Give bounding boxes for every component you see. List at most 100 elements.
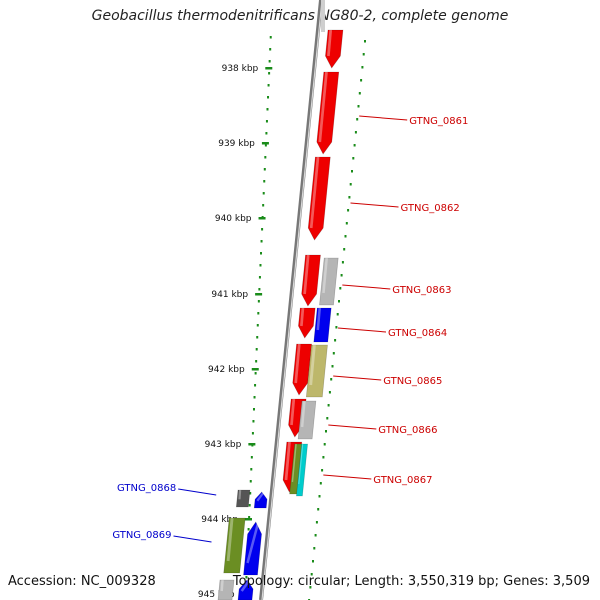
leader-line xyxy=(178,488,217,496)
ruler-tick-label: 944 kbp xyxy=(201,515,238,525)
ruler-dot xyxy=(260,240,263,243)
feature-olive-1 xyxy=(305,344,328,398)
leader-line xyxy=(359,115,408,121)
cds-reverse-2-body xyxy=(243,521,262,576)
cds-forward-4-gloss xyxy=(303,254,310,295)
gene-label-text: GTNG_0867 xyxy=(373,475,432,486)
feature-dark-1-body xyxy=(235,489,251,508)
gene-label-gtng-0863: GTNG_0863 xyxy=(342,284,451,296)
cds-forward-5 xyxy=(298,307,316,339)
ruler-dot xyxy=(248,516,251,519)
cds-reverse-1-gloss xyxy=(256,491,265,502)
cds-forward-6 xyxy=(292,343,312,396)
backbone-highlight xyxy=(261,0,323,600)
backbone-top-segment xyxy=(321,0,325,32)
cds-forward-8-gloss xyxy=(284,441,291,481)
feature-blue-1-body xyxy=(313,307,332,343)
ruler-dot xyxy=(247,528,250,531)
ruler-dot xyxy=(269,48,272,51)
ruler-dot xyxy=(265,120,268,123)
cds-reverse-1-body xyxy=(253,491,268,509)
feature-green-1-gloss xyxy=(291,443,297,483)
ruler-tick-label: 945 kbp xyxy=(198,590,235,600)
feature-grey-2-gloss xyxy=(300,400,306,428)
ruler-dot xyxy=(261,228,264,231)
ruler-dot xyxy=(250,468,253,471)
ruler-dot xyxy=(251,432,254,435)
ruler-dot xyxy=(268,60,271,63)
outer-ring-dot xyxy=(352,157,355,160)
ruler-tick-label: 938 kbp xyxy=(222,64,259,74)
ruler-dot xyxy=(266,108,269,111)
cds-forward-1 xyxy=(325,29,344,69)
feature-grey-3-body xyxy=(217,579,235,600)
outer-ring-dot xyxy=(331,365,334,368)
outer-ring-dot xyxy=(356,118,359,121)
outer-ring-dot xyxy=(347,209,350,212)
feature-blue-1 xyxy=(313,307,332,343)
feature-dark-1-gloss xyxy=(238,489,242,500)
ruler-dot xyxy=(249,492,252,495)
outer-ring-dot xyxy=(325,430,327,433)
ruler-tick-label: 939 kbp xyxy=(218,139,255,149)
ruler-tick xyxy=(244,518,252,521)
cds-forward-1-body xyxy=(325,29,344,69)
ruler-tick-label: 941 kbp xyxy=(211,290,248,300)
ruler-dot xyxy=(254,384,257,387)
ruler-dot xyxy=(258,288,261,291)
outer-ring-dot xyxy=(343,248,346,251)
ruler-dot xyxy=(262,204,265,207)
gene-label-gtng-0865: GTNG_0865 xyxy=(333,375,442,387)
feature-grey-1-gloss xyxy=(322,257,328,294)
cds-forward-2 xyxy=(316,71,340,155)
gene-features xyxy=(217,29,344,600)
feature-olive-1-gloss xyxy=(309,344,316,386)
ruler-dot xyxy=(257,312,260,315)
leader-line xyxy=(328,424,377,430)
outer-ring-dot xyxy=(354,131,357,134)
gene-label-gtng-0867: GTNG_0867 xyxy=(323,474,432,486)
ruler-dot xyxy=(249,480,252,483)
ruler-dot xyxy=(253,396,256,399)
feature-green-2-body xyxy=(223,517,246,574)
ruler-dot xyxy=(264,156,267,159)
ruler-dot xyxy=(248,504,251,507)
ruler-dot xyxy=(267,96,270,99)
feature-olive-1-body xyxy=(305,344,328,398)
ruler-dot xyxy=(260,252,263,255)
gene-label-text: GTNG_0866 xyxy=(378,425,437,436)
cds-forward-3-gloss xyxy=(309,156,320,229)
accession-text: Accession: NC_009328 xyxy=(8,574,156,589)
leader-line xyxy=(337,327,387,333)
gene-label-gtng-0861: GTNG_0861 xyxy=(359,115,468,127)
outer-ring-dot xyxy=(321,469,324,472)
cds-reverse-2-gloss xyxy=(246,521,260,564)
outer-ring-dot xyxy=(314,534,317,537)
outer-ring-dot xyxy=(332,352,335,355)
feature-cyan-1-gloss xyxy=(298,443,304,485)
ruler-dot xyxy=(267,84,270,87)
outer-ring-dot xyxy=(341,261,344,264)
ruler-dot xyxy=(265,132,268,135)
cds-forward-7-gloss xyxy=(290,398,296,426)
cds-forward-5-body xyxy=(298,307,316,339)
outer-ring-dot xyxy=(319,482,322,485)
ruler-dot xyxy=(256,324,259,327)
outer-ring-dot xyxy=(317,508,320,511)
cds-forward-2-gloss xyxy=(318,71,328,143)
outer-ring-dot xyxy=(323,443,326,446)
ruler-tick xyxy=(248,443,256,446)
outer-ring-dot xyxy=(345,222,348,225)
gene-label-gtng-0864: GTNG_0864 xyxy=(337,327,447,339)
ruler-dot xyxy=(269,36,272,39)
ruler-tick-label: 940 kbp xyxy=(215,214,252,224)
feature-green-2-gloss xyxy=(226,517,234,562)
outer-ring-dot xyxy=(335,326,338,329)
backbone-line xyxy=(259,0,323,600)
outer-ring-dot xyxy=(318,495,321,498)
outer-ring-dot xyxy=(340,274,343,277)
gene-label-text: GTNG_0869 xyxy=(112,530,171,541)
feature-grey-3 xyxy=(217,579,235,600)
gene-label-gtng-0862: GTNG_0862 xyxy=(350,202,460,214)
